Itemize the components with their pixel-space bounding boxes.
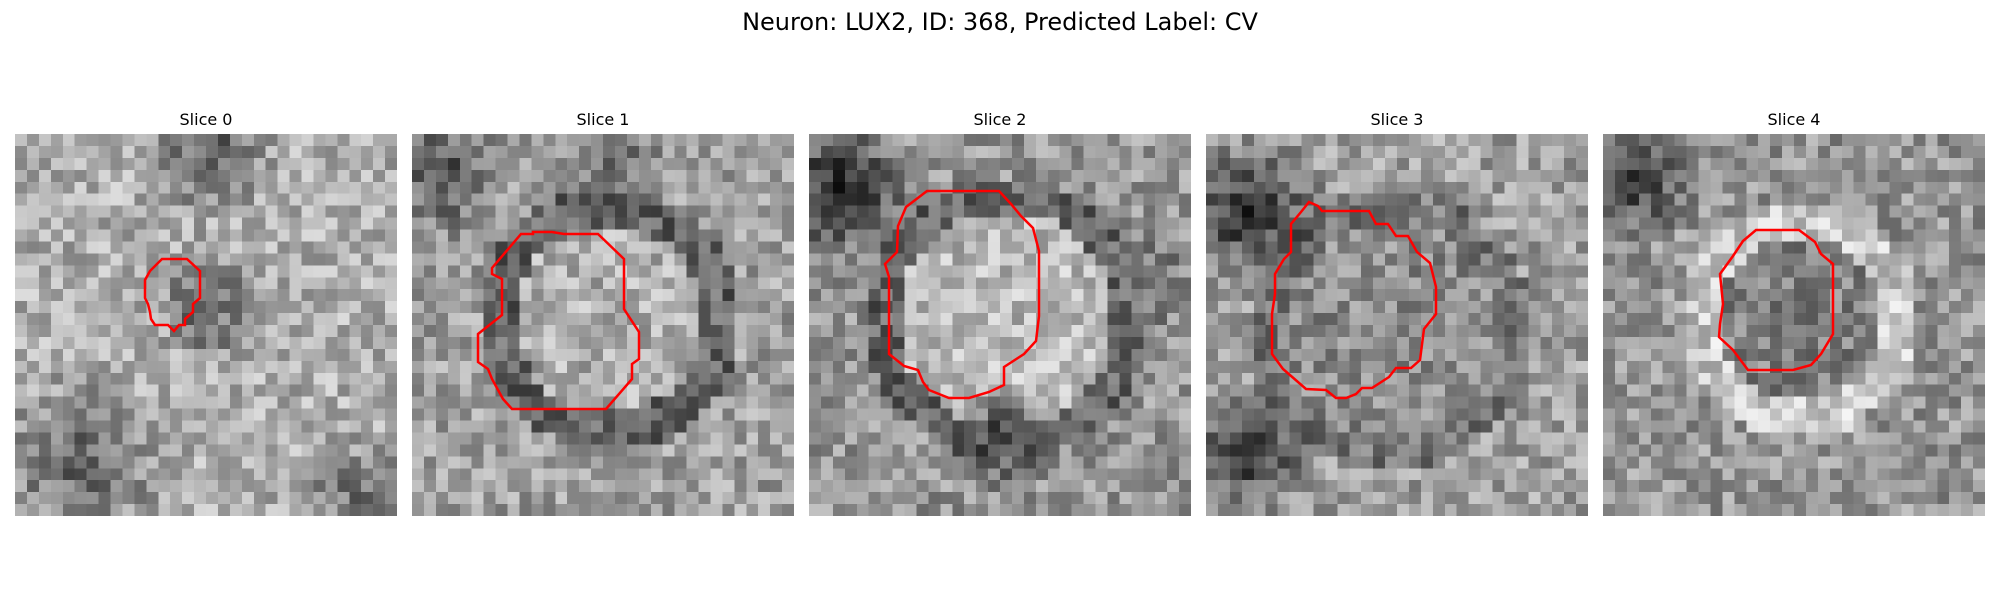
panel-title-slice-3: Slice 3 [1370, 110, 1424, 129]
slice-0-contour [143, 257, 202, 333]
slice-2-contour [883, 189, 1041, 400]
figure-title: Neuron: LUX2, ID: 368, Predicted Label: … [742, 8, 1258, 36]
slice-0-image [15, 134, 397, 516]
slice-2-pixels [809, 134, 1191, 516]
slice-3-contour [1270, 200, 1438, 400]
slice-1-pixels [412, 134, 794, 516]
panel-title-slice-2: Slice 2 [973, 110, 1027, 129]
slice-0-pixels [15, 134, 397, 516]
slice-4-image [1603, 134, 1985, 516]
slice-1-image [412, 134, 794, 516]
panel-title-slice-4: Slice 4 [1767, 110, 1821, 129]
slice-4-pixels [1603, 134, 1985, 516]
slice-3-pixels [1206, 134, 1588, 516]
panel-title-slice-0: Slice 0 [179, 110, 233, 129]
slice-3-image [1206, 134, 1588, 516]
panel-title-slice-1: Slice 1 [576, 110, 630, 129]
slice-4-contour [1717, 228, 1835, 372]
slice-1-contour [476, 230, 641, 411]
slice-2-image [809, 134, 1191, 516]
